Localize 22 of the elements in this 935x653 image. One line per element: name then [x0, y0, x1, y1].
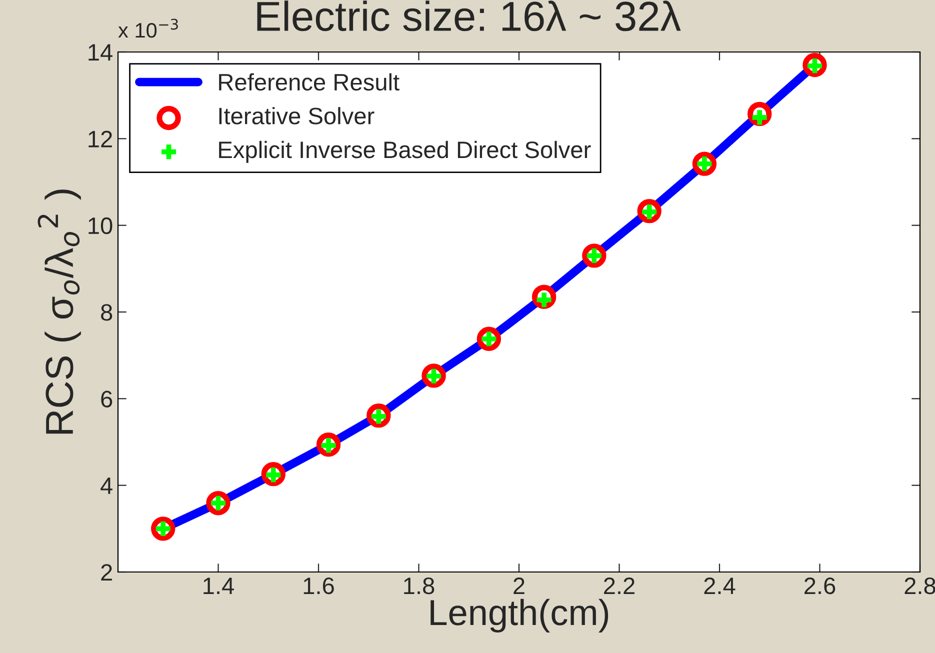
x-tick-label: 2 [514, 577, 524, 594]
y-axis-title: RCS ( σ$_{o}$/λ$_{o}$$^{2}$ ) [38, 190, 81, 434]
x-tick-label: 2.4 [704, 577, 736, 594]
legend-label: Reference Result [219, 73, 400, 91]
y-tick-label: 12 [88, 130, 112, 148]
x-tick-label: 1.4 [204, 578, 234, 594]
legend-label: Iterative Solver [219, 107, 374, 124]
y-tick-label: 14 [88, 44, 112, 61]
legend-label: Explicit Inverse Based Direct Solver [219, 140, 591, 163]
x-tick-label: 1.6 [304, 577, 334, 594]
y-tick-label: 4 [100, 478, 112, 494]
x-axis-title: Length(cm) [430, 598, 608, 633]
x-tick-label: 2.2 [604, 577, 634, 594]
y-tick-label: 10 [88, 217, 112, 234]
y-tick-label: 8 [101, 304, 112, 321]
x-tick-label: 2.6 [804, 577, 836, 594]
y-tick-label: 2 [101, 564, 112, 581]
y-tick-label: 6 [101, 390, 112, 408]
chart-title: Electric size: 16λ ~ 32λ [257, 0, 681, 32]
x-tick-label: 1.8 [404, 577, 434, 594]
text: x 10$^{−3}$ [118, 18, 178, 38]
x-tick-label: 2.8 [904, 577, 935, 594]
